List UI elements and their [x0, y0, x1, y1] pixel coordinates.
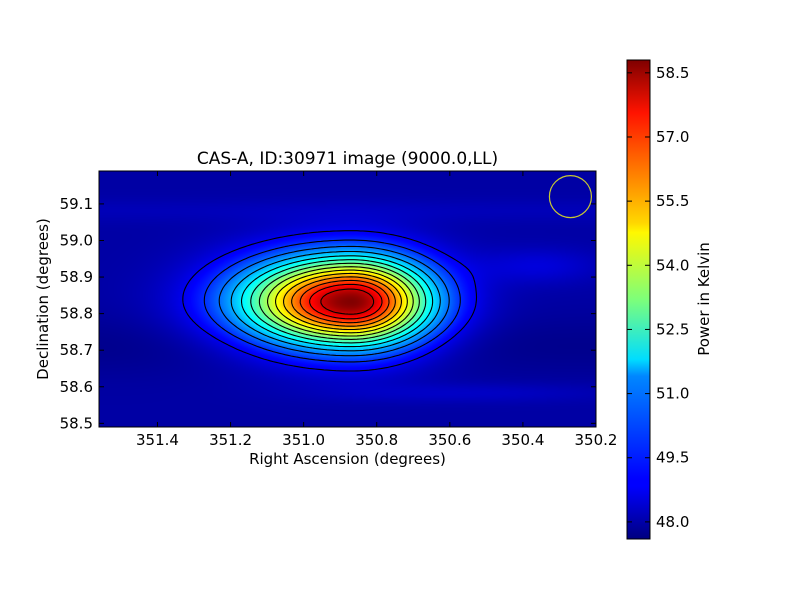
- contour-line: [309, 283, 383, 320]
- contour-line: [258, 262, 420, 340]
- colorbar-tick-label: 51.0: [656, 385, 689, 403]
- colorbar: 48.0 49.5 51.0 52.5 54.0 55.5 57.0 58.5 Power i…: [626, 59, 713, 540]
- x-axis-label: Right Ascension (degrees): [249, 450, 446, 468]
- y-tick-label: 58.5: [60, 414, 93, 432]
- heatmap-image: [99, 171, 596, 427]
- y-tick-label: 59.0: [60, 231, 93, 249]
- y-tick-label: 59.1: [60, 195, 93, 213]
- contour-line: [203, 239, 461, 363]
- contour-line: [283, 272, 402, 331]
- x-tick-label: 351.4: [136, 431, 179, 449]
- contour-line: [240, 255, 434, 348]
- colorbar-label: Power in Kelvin: [695, 242, 713, 356]
- x-axis: 351.4 351.2 351.0 350.8 350.6 350.4 350.2: [136, 171, 617, 449]
- chart-title: CAS-A, ID:30971 image (9000.0,LL): [197, 149, 498, 169]
- colorbar-gradient: [626, 59, 651, 540]
- contour-lines: [182, 230, 478, 372]
- colorbar-tick-label: 54.0: [656, 256, 689, 274]
- contour-line: [218, 245, 450, 357]
- y-tick-label: 58.6: [60, 378, 93, 396]
- colorbar-tick-label: 52.5: [656, 320, 689, 338]
- colorbar-tick-label: 48.0: [656, 513, 689, 531]
- y-axis-label: Declination (degrees): [34, 218, 52, 380]
- y-tick-label: 58.8: [60, 305, 93, 323]
- y-tick-label: 58.9: [60, 268, 93, 286]
- plot-area: [98, 170, 597, 428]
- plot-frame: [98, 170, 597, 428]
- x-tick-label: 351.2: [209, 431, 252, 449]
- contour-line: [275, 269, 408, 334]
- colorbar-tick-label: 58.5: [656, 64, 689, 82]
- contour-line: [182, 230, 478, 372]
- y-tick-label: 58.7: [60, 341, 93, 359]
- colorbar-tick-label: 49.5: [656, 449, 689, 467]
- contour-line: [299, 279, 390, 324]
- contour-line: [291, 276, 396, 327]
- x-tick-label: 350.6: [428, 431, 471, 449]
- x-tick-label: 351.0: [282, 431, 325, 449]
- colorbar-tick-label: 55.5: [656, 192, 689, 210]
- x-tick-label: 350.8: [355, 431, 398, 449]
- contour-line: [320, 288, 375, 315]
- contour-line: [230, 250, 441, 352]
- x-tick-label: 350.4: [501, 431, 544, 449]
- y-axis: 58.5 58.6 58.7 58.8 58.9 59.0 59.1: [60, 195, 596, 432]
- contour-line: [267, 266, 414, 337]
- colorbar-ticks: 48.0 49.5 51.0 52.5 54.0 55.5 57.0 58.5: [627, 64, 689, 531]
- colorbar-tick-label: 57.0: [656, 128, 689, 146]
- x-tick-label: 350.2: [575, 431, 618, 449]
- contour-line: [250, 259, 427, 344]
- beam-marker: [548, 175, 593, 219]
